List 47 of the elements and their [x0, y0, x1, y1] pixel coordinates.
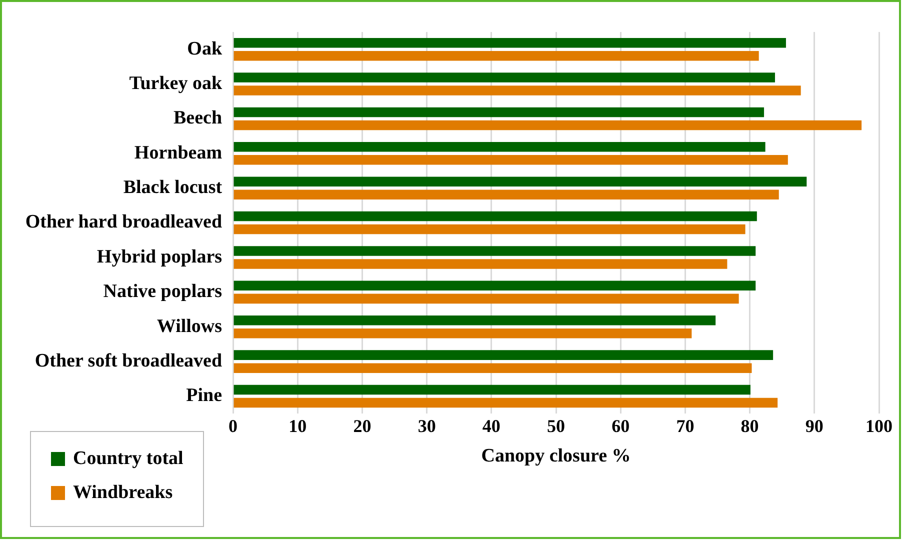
legend-label: Windbreaks — [73, 482, 173, 504]
bar — [234, 190, 779, 200]
bar — [234, 315, 716, 326]
x-tick-label: 0 — [228, 416, 238, 436]
bar — [234, 50, 759, 61]
y-tick-label: Turkey oak — [129, 72, 222, 94]
y-tick-label: Beech — [173, 108, 222, 129]
y-tick-label: Black locust — [123, 177, 223, 198]
bar — [234, 211, 757, 222]
y-tick-label: Willows — [156, 316, 222, 337]
y-tick-label: Pine — [186, 385, 222, 406]
x-tick-label: 90 — [805, 416, 824, 436]
x-tick-label: 80 — [740, 416, 759, 436]
x-tick-label: 50 — [547, 416, 566, 436]
x-tick-label: 20 — [353, 416, 372, 436]
bar — [234, 259, 728, 269]
bar — [234, 72, 775, 82]
x-tick-label: 100 — [866, 416, 892, 436]
bar — [234, 328, 692, 338]
x-tick-label: 70 — [676, 416, 694, 436]
bar — [234, 246, 756, 256]
y-tick-label: Hybrid poplars — [96, 246, 222, 268]
bar — [234, 142, 766, 152]
legend-label: Country total — [73, 448, 184, 470]
bar — [234, 107, 764, 118]
bar — [234, 120, 862, 130]
x-tick-label: 10 — [288, 416, 307, 436]
x-tick-label: 30 — [418, 416, 436, 436]
bar — [234, 280, 756, 291]
y-tick-label: Hornbeam — [134, 142, 222, 164]
x-axis-title: Canopy closure % — [481, 446, 631, 467]
bar — [234, 224, 746, 234]
bar — [234, 398, 778, 408]
y-tick-label: Native poplars — [103, 281, 222, 302]
y-tick-label: Oak — [187, 38, 222, 60]
bar — [234, 86, 801, 96]
bar — [234, 176, 807, 186]
bar — [234, 155, 788, 165]
bar — [234, 363, 752, 373]
x-tick-label: 60 — [612, 416, 630, 436]
bar — [234, 294, 739, 304]
y-tick-label: Other hard broadleaved — [25, 212, 222, 233]
x-tick-label: 40 — [482, 416, 500, 436]
bar — [234, 350, 774, 360]
bar — [234, 38, 786, 48]
y-tick-label: Other soft broadleaved — [34, 350, 222, 372]
bar — [234, 384, 750, 395]
